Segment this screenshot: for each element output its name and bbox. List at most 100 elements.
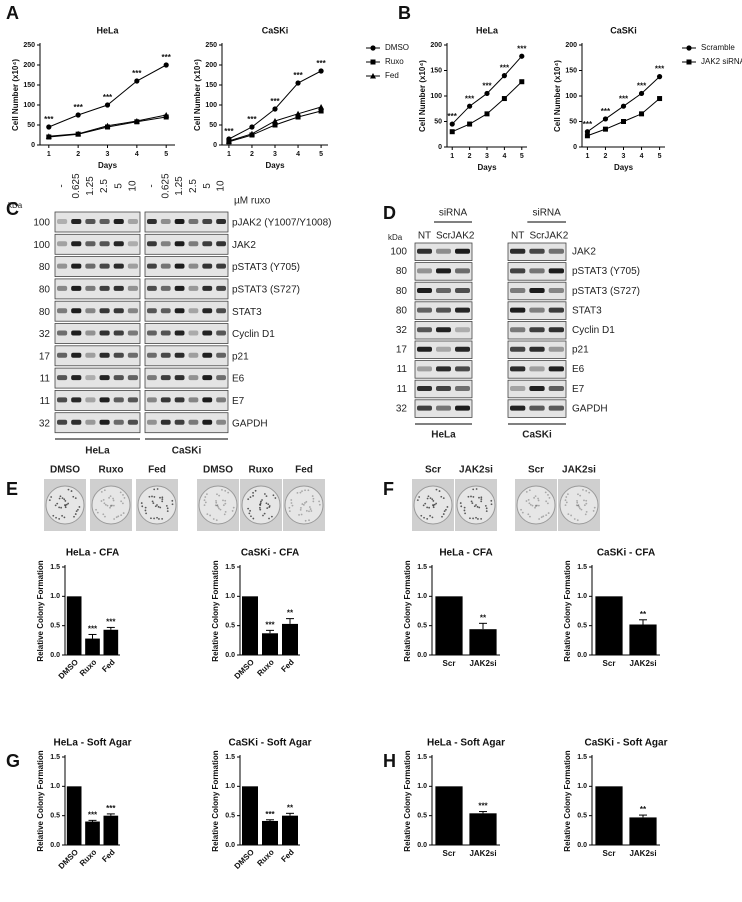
marker [602,116,609,122]
y-tick-label: 1.0 [577,593,587,600]
blot-band [85,330,96,336]
colony-dot [151,495,153,498]
colony-dot [472,517,474,520]
kda-value: 80 [396,305,408,316]
kda-value: 32 [39,329,51,340]
marker [501,96,507,102]
colony-dot [429,497,432,499]
y-tick-label: 1.5 [417,754,427,761]
colony-dot [157,505,160,508]
colony-dot [420,514,423,517]
protein-label: p21 [572,345,589,356]
colony-dot [527,498,530,501]
colony-dot [112,504,115,507]
bar [242,596,258,655]
colony-dot [592,510,595,512]
colony-dot [564,499,567,502]
lane-label: Scr [436,231,452,242]
blot-band [216,285,226,291]
marker [467,103,473,109]
x-tick-label: 3 [106,151,110,158]
chart-title: CaSKi - CFA [597,548,655,559]
colony-dot [438,490,441,492]
blot-band [188,375,199,381]
colony-dot [579,494,582,497]
colony-dot [433,503,436,506]
marker [295,110,302,117]
blot-band [529,405,545,411]
blot-band [455,386,470,391]
y-tick-label: 0.5 [417,623,427,630]
blot-band [510,346,526,352]
colony-dot [64,504,67,507]
blot-strip [144,412,229,434]
marker [75,130,82,137]
colony-dot [204,496,207,498]
legend-label: Scramble [701,43,735,52]
colony-dot [578,505,581,508]
blot-band [85,308,96,314]
blot-band [455,366,470,372]
chart-title: CaSKi - CFA [241,548,299,559]
kda-value: 17 [396,345,408,356]
marker [104,102,111,108]
blot-band [529,307,545,313]
significance: *** [601,107,611,116]
legend-label: DMSO [385,43,409,52]
significance: *** [517,44,527,53]
bar [103,629,119,655]
x-tick-label: 1 [585,153,589,160]
lane-label: JAK2 [451,231,475,242]
protein-label: pJAK2 (Y1007/Y1008) [232,218,332,229]
colony-dot [58,517,61,520]
bar [262,633,278,655]
kda-value: 32 [396,325,408,336]
chart-title: HeLa - Soft Agar [54,738,132,749]
blot-band [127,397,138,403]
colony-dot [585,499,588,502]
colony-dot [529,503,532,506]
blot-strip [507,360,567,379]
colony-dot [588,491,591,494]
blot-band [548,346,564,352]
colony-dot [583,499,585,502]
x-tick-label: 4 [296,151,300,158]
colony-dot [63,498,66,501]
y-axis-label: Relative Colony Formation [403,750,412,851]
protein-label: GAPDH [572,403,608,414]
colony-dot [473,505,476,508]
colony-dot [548,497,551,499]
y-axis-label: Relative Colony Formation [211,750,220,851]
protein-label: STAT3 [232,307,262,318]
cell-label: HeLa [85,446,110,457]
blot-band [510,268,526,274]
colony-dot [204,501,207,504]
colony-dot [106,504,109,507]
protein-label: Cyclin D1 [572,325,615,336]
colony-dot [575,504,578,507]
colony-dot [262,514,264,517]
colony-dot [304,502,306,504]
colony-dot [249,496,252,499]
blot-band [99,219,110,224]
x-tick-label: 1 [450,153,454,160]
significance: *** [478,802,488,811]
treatment-label: JAK2si [459,465,493,476]
blot-band [147,375,157,381]
group-label: siRNA [532,208,561,219]
blot-band [436,248,451,254]
blot-strip [54,211,141,233]
colony-dot [77,508,79,511]
protein-label: E7 [572,384,585,395]
y-tick-label: 1.0 [225,783,235,790]
bar [435,596,463,655]
colony-dot [570,514,573,517]
colony-dot [585,489,588,492]
x-tick-label: 1 [227,151,231,158]
marker [46,124,52,130]
marker [656,74,663,80]
x-axis-label: Days [477,163,497,172]
colony-dot [216,504,219,507]
protein-label: JAK2 [232,240,256,251]
